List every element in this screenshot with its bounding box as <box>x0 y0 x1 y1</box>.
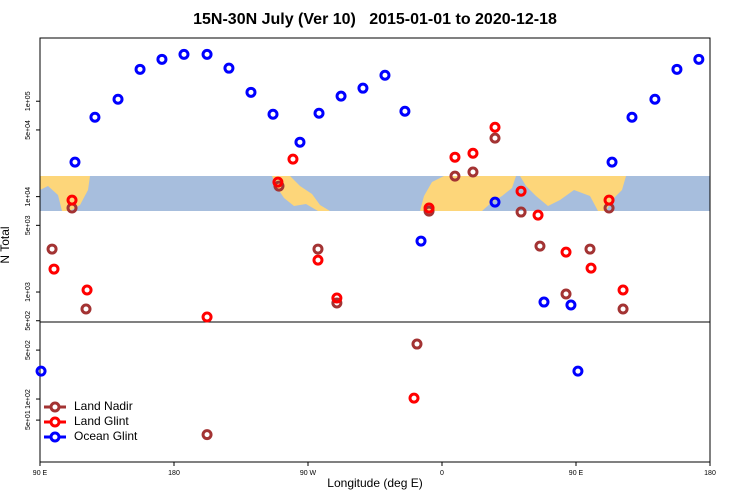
point <box>617 284 629 296</box>
point <box>489 132 501 144</box>
point <box>467 166 479 178</box>
point <box>245 86 257 98</box>
point <box>693 53 705 65</box>
point <box>489 196 501 208</box>
point <box>399 105 411 117</box>
point <box>411 338 423 350</box>
point <box>223 62 235 74</box>
point <box>538 296 550 308</box>
point <box>671 63 683 75</box>
x-tick-label: 90 W <box>300 470 317 477</box>
point <box>572 365 584 377</box>
point <box>112 93 124 105</box>
x-tick-label: 90 E <box>569 470 584 477</box>
map-background <box>40 176 710 211</box>
point <box>48 263 60 275</box>
point <box>312 243 324 255</box>
point <box>379 69 391 81</box>
y-tick-label: 1e+03 <box>25 282 32 302</box>
point <box>272 176 284 188</box>
y-tick-label: 5e+02 <box>25 311 32 331</box>
chart-title: 15N-30N July (Ver 10) 2015-01-01 to 2020… <box>193 11 557 28</box>
x-tick-label: 180 <box>704 470 716 477</box>
point <box>156 53 168 65</box>
point <box>294 136 306 148</box>
y-tick-label: 1e+02 <box>25 389 32 409</box>
point <box>423 202 435 214</box>
point <box>331 297 343 309</box>
point <box>267 108 279 120</box>
point <box>35 365 47 377</box>
y-tick-label: 5e+01 <box>25 410 32 430</box>
x-tick-label: 90 E <box>33 470 48 477</box>
legend-marker <box>49 401 61 413</box>
point <box>449 170 461 182</box>
plot-frame <box>39 37 711 463</box>
point <box>80 303 92 315</box>
land <box>520 176 626 211</box>
point <box>585 262 597 274</box>
point <box>560 246 572 258</box>
land <box>272 176 330 211</box>
point <box>357 82 369 94</box>
point <box>81 284 93 296</box>
point <box>515 185 527 197</box>
point <box>66 194 78 206</box>
point <box>312 254 324 266</box>
point <box>335 90 347 102</box>
legend-label: Ocean Glint <box>74 429 138 443</box>
point <box>565 299 577 311</box>
point <box>449 151 461 163</box>
y-tick-label: 5e+04 <box>25 120 32 140</box>
y-tick-label: 5e+02 <box>25 340 32 360</box>
legend-label: Land Glint <box>74 414 129 428</box>
point <box>89 111 101 123</box>
y-tick-label: 5e+03 <box>25 215 32 235</box>
point <box>134 63 146 75</box>
point <box>467 147 479 159</box>
point <box>408 392 420 404</box>
y-axis-label: N Total <box>0 226 12 263</box>
point <box>201 429 213 441</box>
legend-marker <box>49 431 61 443</box>
x-tick-label: 0 <box>440 470 444 477</box>
point <box>515 206 527 218</box>
point <box>532 209 544 221</box>
point <box>201 311 213 323</box>
point <box>415 235 427 247</box>
x-tick-label: 180 <box>168 470 180 477</box>
point <box>313 107 325 119</box>
point <box>626 111 638 123</box>
land <box>420 176 516 211</box>
y-tick-label: 1e+04 <box>25 187 32 207</box>
point <box>46 243 58 255</box>
point <box>331 292 343 304</box>
point <box>201 48 213 60</box>
point <box>649 93 661 105</box>
point <box>560 288 572 300</box>
legend-label: Land Nadir <box>74 399 133 413</box>
legend-marker <box>49 416 61 428</box>
point <box>287 153 299 165</box>
point <box>584 243 596 255</box>
point <box>69 156 81 168</box>
point <box>617 303 629 315</box>
y-tick-label: 1e+05 <box>25 91 32 111</box>
point <box>178 48 190 60</box>
land <box>40 176 90 211</box>
point <box>534 240 546 252</box>
point <box>489 121 501 133</box>
point <box>603 194 615 206</box>
point <box>606 156 618 168</box>
x-axis-label: Longitude (deg E) <box>327 476 422 490</box>
